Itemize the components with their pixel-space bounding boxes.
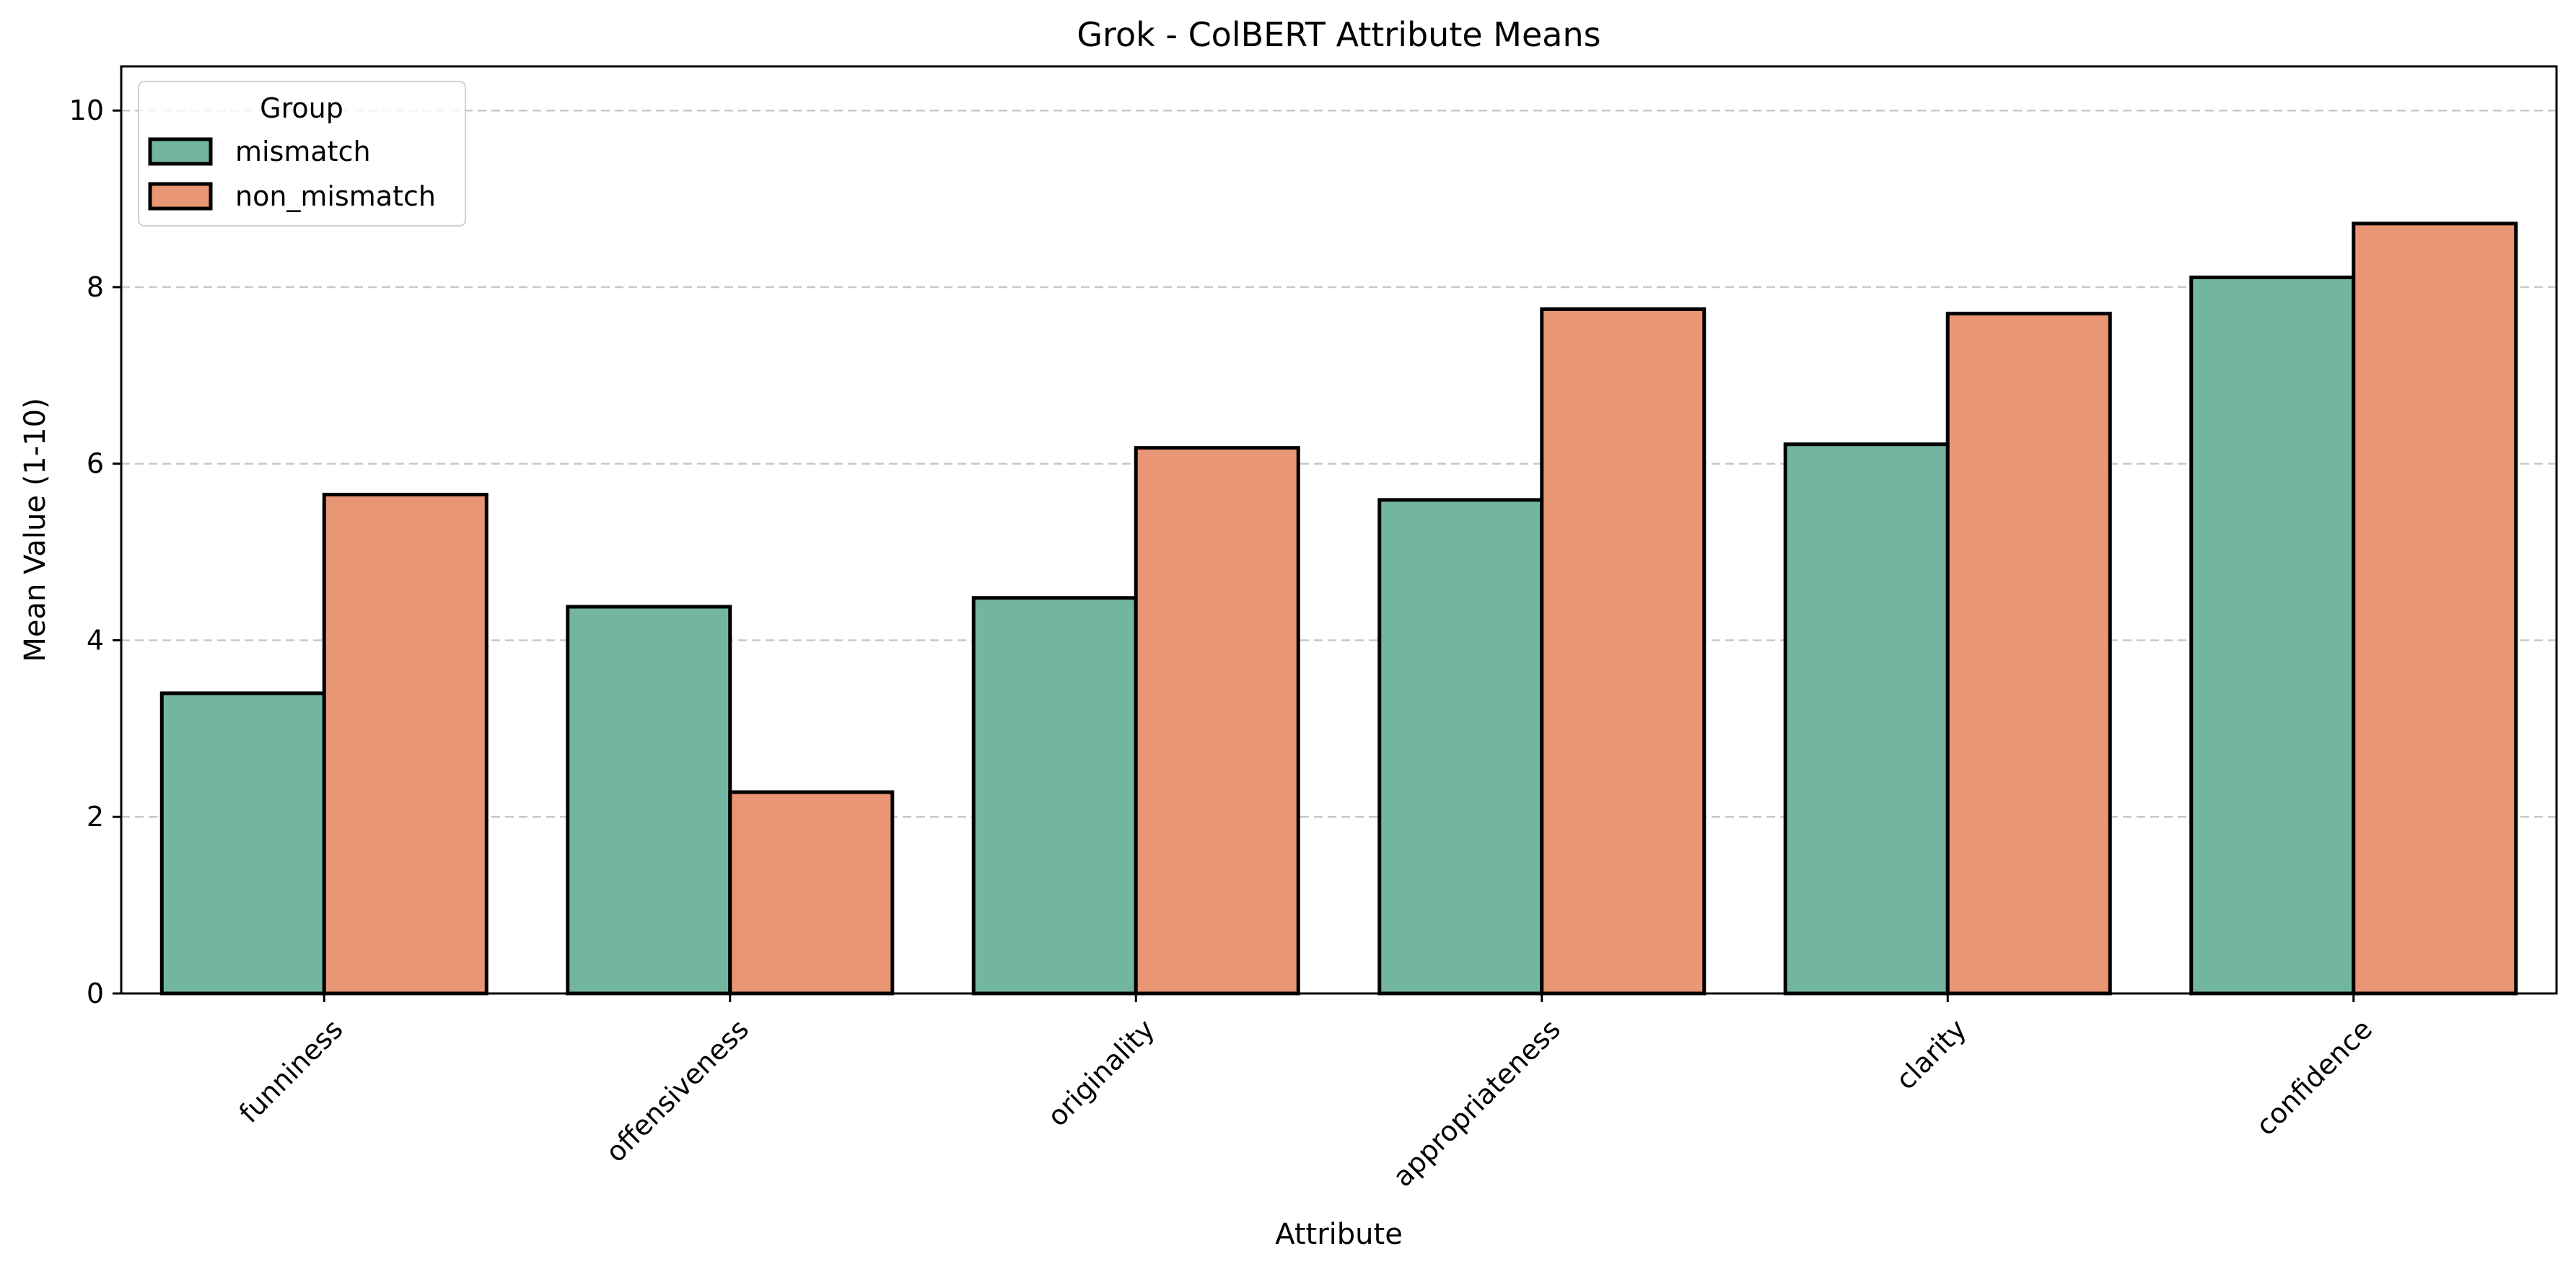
legend-swatch-mismatch — [148, 137, 213, 166]
bar-non_mismatch-clarity — [1945, 312, 2112, 996]
grid-layer — [121, 109, 2557, 818]
bar-layer — [159, 221, 2518, 996]
legend-swatch-non_mismatch — [148, 182, 213, 211]
legend-label-non_mismatch: non_mismatch — [235, 180, 436, 212]
legend-label-mismatch: mismatch — [235, 136, 371, 167]
y-tick-label: 10 — [69, 95, 104, 126]
y-tick-label: 2 — [87, 801, 104, 833]
bar-mismatch-offensiveness — [566, 605, 732, 996]
y-tick-label: 6 — [87, 448, 104, 480]
legend-box — [138, 81, 466, 227]
x-axis-label: Attribute — [1275, 1218, 1403, 1251]
y-tick-label: 4 — [87, 624, 104, 656]
bar-mismatch-confidence — [2189, 275, 2356, 996]
y-tick-label: 0 — [87, 978, 104, 1009]
legend-items: mismatch non_mismatch — [148, 136, 436, 212]
y-axis-label: Mean Value (1-10) — [19, 398, 52, 662]
bar-non_mismatch-confidence — [2352, 221, 2518, 996]
legend-title: Group — [260, 92, 343, 124]
chart-title: Grok - ColBERT Attribute Means — [1077, 15, 1600, 54]
bar-non_mismatch-funniness — [322, 493, 489, 996]
y-tick-label: 8 — [87, 271, 104, 303]
bar-mismatch-originality — [971, 596, 1138, 996]
bar-non_mismatch-appropriateness — [1540, 307, 1707, 996]
bar-mismatch-clarity — [1783, 442, 1950, 996]
bar-non_mismatch-originality — [1134, 446, 1300, 996]
plot-frame — [120, 65, 2558, 995]
bar-mismatch-funniness — [159, 691, 326, 996]
legend: Group mismatch non_mismatch — [138, 81, 466, 227]
bar-mismatch-appropriateness — [1377, 498, 1544, 996]
bar-non_mismatch-offensiveness — [728, 790, 895, 996]
